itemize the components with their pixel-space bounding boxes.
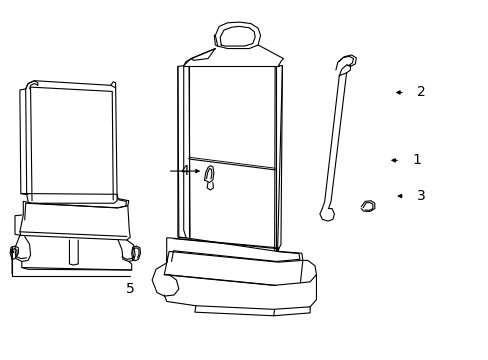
Text: 4: 4 xyxy=(180,164,188,178)
Text: 2: 2 xyxy=(416,85,425,99)
Text: 3: 3 xyxy=(416,189,425,203)
Text: 1: 1 xyxy=(411,153,420,167)
Text: 5: 5 xyxy=(125,282,134,296)
